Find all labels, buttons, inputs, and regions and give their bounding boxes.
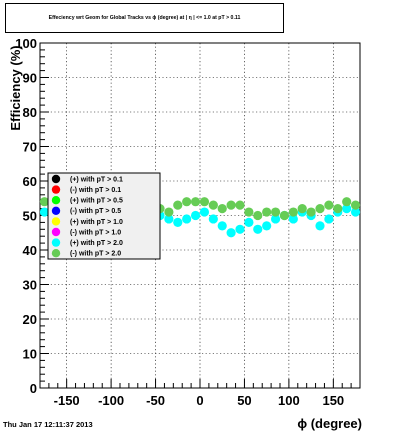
data-point: [164, 207, 174, 217]
legend-entry-label: (-) with pT > 2.0: [70, 251, 121, 258]
data-point: [190, 197, 201, 207]
chart-title-box: Effeciency wrt Geom for Global Tracks vs…: [5, 3, 284, 33]
legend-entry-label: (+) with pT > 2.0: [70, 240, 123, 247]
x-tick-label: -150: [54, 393, 80, 408]
data-point: [39, 197, 50, 207]
x-tick-label: 150: [322, 393, 344, 408]
data-point: [333, 204, 343, 214]
legend-marker: [51, 238, 61, 247]
y-tick-label: 20: [23, 312, 37, 327]
data-point: [306, 207, 316, 217]
data-point: [199, 197, 210, 207]
data-point: [235, 224, 245, 234]
data-point: [253, 224, 263, 234]
data-point: [342, 197, 352, 207]
x-tick-label: 0: [196, 393, 203, 408]
legend-entry-label: (-) with pT > 0.1: [70, 187, 121, 194]
data-point: [350, 207, 361, 217]
y-tick-label: 90: [23, 71, 37, 86]
data-point: [226, 200, 236, 210]
legend-entry-label: (+) with pT > 0.1: [70, 176, 123, 183]
legend-marker: [51, 249, 61, 258]
data-point: [342, 204, 352, 214]
data-point: [217, 221, 227, 231]
data-point: [235, 200, 245, 210]
data-point: [199, 207, 210, 217]
legend-marker: [51, 196, 61, 205]
data-point: [262, 207, 272, 217]
legend-entry-label: (-) with pT > 0.5: [70, 208, 121, 215]
y-tick-label: 50: [23, 209, 37, 224]
data-point: [315, 204, 325, 214]
data-point: [270, 207, 281, 217]
data-point: [190, 210, 201, 221]
x-tick-label: 100: [278, 393, 300, 408]
chart-title: Effeciency wrt Geom for Global Tracks vs…: [48, 15, 241, 21]
x-tick-label: -100: [98, 393, 124, 408]
legend: (+) with pT > 0.1 (-) with pT > 0.1 (+) wi…: [47, 172, 161, 260]
data-point: [39, 207, 50, 217]
legend-marker: [51, 217, 61, 226]
y-axis-label: Efficiency (%): [8, 45, 23, 130]
data-point: [173, 200, 183, 210]
legend-box: [47, 172, 161, 260]
data-point: [262, 221, 272, 231]
y-tick-label: 10: [23, 347, 37, 362]
y-tick-label: 100: [15, 36, 37, 51]
data-point: [182, 197, 192, 207]
data-point: [350, 200, 361, 210]
data-point: [297, 204, 307, 214]
data-point: [279, 210, 290, 221]
data-point: [208, 200, 218, 210]
legend-marker: [51, 206, 61, 215]
data-point: [182, 214, 192, 224]
y-tick-label: 60: [23, 174, 37, 189]
y-tick-label: 40: [23, 243, 37, 258]
data-point: [208, 214, 218, 224]
data-point: [244, 207, 254, 217]
legend-entry-label: (+) with pT > 1.0: [70, 219, 123, 226]
x-axis-label: ϕ (degree): [297, 416, 362, 431]
legend-marker: [51, 227, 61, 237]
y-tick-label: 80: [23, 105, 37, 120]
data-point: [173, 217, 183, 227]
data-point: [217, 204, 227, 214]
data-point: [270, 214, 281, 224]
y-tick-label: 70: [23, 140, 37, 155]
data-point: [164, 214, 174, 224]
x-tick-label: 50: [237, 393, 251, 408]
x-tick-label: -50: [146, 393, 165, 408]
data-point: [288, 214, 298, 224]
timestamp: Thu Jan 17 12:11:37 2013: [3, 420, 93, 429]
data-point: [315, 221, 325, 231]
legend-entry-label: (-) with pT > 1.0: [70, 229, 121, 236]
y-tick-label: 0: [30, 381, 37, 396]
legend-marker: [51, 185, 61, 194]
y-tick-label: 30: [23, 278, 37, 293]
data-point: [244, 217, 254, 227]
data-point: [288, 207, 298, 217]
legend-marker: [51, 174, 61, 184]
data-point: [324, 200, 334, 210]
data-point: [226, 228, 236, 238]
data-point: [253, 210, 263, 221]
legend-entry-label: (+) with pT > 0.5: [70, 198, 123, 205]
data-point: [324, 214, 334, 224]
